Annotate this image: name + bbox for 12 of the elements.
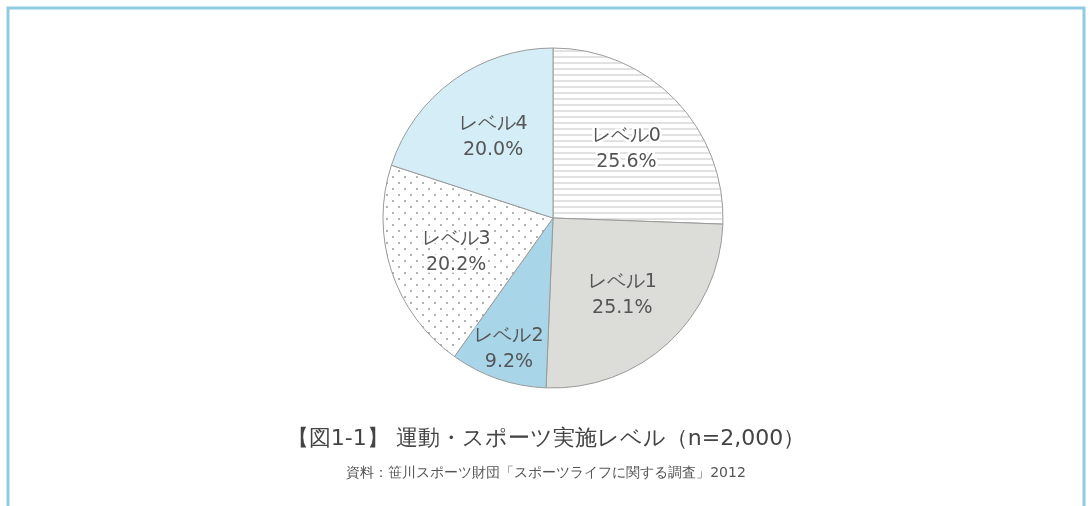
data-label: 20.2% [425, 251, 487, 274]
data-label: 25.6% [596, 149, 657, 172]
data-label: 25.1% [592, 294, 653, 317]
text: 資料：笹川スポーツ財団「スポーツライフに関する調査」2012 [346, 464, 746, 480]
data-label: 9.2% [484, 348, 534, 371]
slice-label: レベル3 [421, 225, 491, 248]
text: 【図1-1】 運動・スポーツ実施レベル（n=2,000） [286, 425, 806, 450]
data-label: 20.0% [462, 137, 524, 160]
slice-label: レベル1 [587, 268, 657, 291]
slice-label: レベル0 [591, 123, 661, 146]
slice-label: レベル4 [458, 111, 528, 134]
slice-label: レベル2 [474, 322, 544, 345]
